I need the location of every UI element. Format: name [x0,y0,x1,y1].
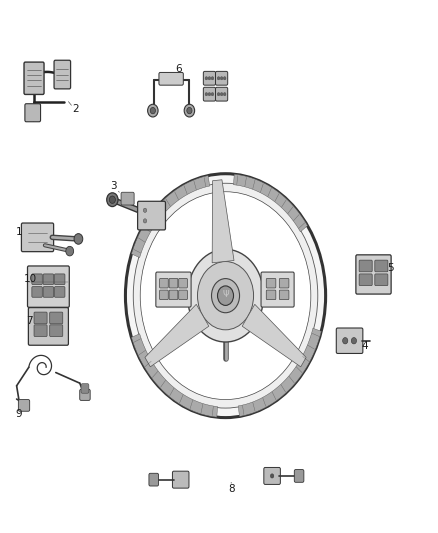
FancyBboxPatch shape [203,71,215,85]
Circle shape [351,337,357,344]
Text: 6: 6 [176,64,182,74]
Circle shape [220,77,223,80]
Circle shape [198,262,254,330]
FancyBboxPatch shape [215,87,228,101]
FancyBboxPatch shape [359,260,372,272]
FancyBboxPatch shape [54,287,65,297]
FancyBboxPatch shape [264,467,280,484]
Circle shape [140,192,311,400]
Circle shape [150,108,155,114]
FancyBboxPatch shape [34,325,47,336]
FancyBboxPatch shape [121,192,134,205]
FancyBboxPatch shape [32,274,42,285]
FancyBboxPatch shape [375,260,388,272]
FancyBboxPatch shape [215,71,228,85]
Circle shape [187,249,264,342]
Circle shape [148,104,158,117]
Text: 2: 2 [72,104,79,114]
FancyBboxPatch shape [28,308,68,345]
Circle shape [212,279,240,313]
FancyBboxPatch shape [24,62,44,94]
FancyBboxPatch shape [28,266,69,308]
Text: 7: 7 [26,316,32,326]
FancyBboxPatch shape [279,290,289,300]
FancyBboxPatch shape [294,470,304,482]
Circle shape [343,337,348,344]
Circle shape [217,77,220,80]
FancyBboxPatch shape [49,312,63,324]
FancyBboxPatch shape [279,278,289,288]
FancyBboxPatch shape [138,201,166,230]
FancyBboxPatch shape [159,290,168,300]
Text: 3: 3 [110,181,117,191]
FancyBboxPatch shape [43,287,53,297]
Circle shape [187,108,192,114]
Polygon shape [242,304,306,367]
Polygon shape [131,334,218,417]
FancyBboxPatch shape [149,473,159,486]
Circle shape [110,196,116,204]
FancyBboxPatch shape [266,278,276,288]
Text: Ψ: Ψ [222,290,229,299]
FancyBboxPatch shape [21,223,53,252]
FancyBboxPatch shape [156,272,191,307]
FancyBboxPatch shape [359,274,372,286]
FancyBboxPatch shape [34,312,47,324]
FancyBboxPatch shape [32,287,42,297]
Circle shape [208,77,211,80]
Circle shape [211,93,214,96]
Circle shape [143,219,147,223]
Text: 1: 1 [15,227,22,237]
Text: 10: 10 [24,274,37,284]
Circle shape [205,93,208,96]
FancyBboxPatch shape [261,272,294,307]
Circle shape [211,77,214,80]
FancyBboxPatch shape [203,87,215,101]
FancyBboxPatch shape [266,290,276,300]
FancyBboxPatch shape [54,60,71,89]
Circle shape [184,104,194,117]
Polygon shape [131,175,210,257]
FancyBboxPatch shape [375,274,388,286]
FancyBboxPatch shape [43,274,53,285]
Circle shape [107,193,118,207]
Polygon shape [233,174,307,232]
FancyBboxPatch shape [173,471,189,488]
Circle shape [270,474,274,478]
Circle shape [125,174,325,418]
Circle shape [133,183,318,408]
FancyBboxPatch shape [54,274,65,285]
Polygon shape [212,180,234,263]
Circle shape [143,208,147,213]
Circle shape [220,93,223,96]
Circle shape [208,93,211,96]
Polygon shape [145,304,209,367]
FancyBboxPatch shape [159,72,184,85]
Text: 8: 8 [228,484,234,494]
FancyBboxPatch shape [336,328,363,353]
Circle shape [66,246,74,256]
Circle shape [218,286,233,305]
FancyBboxPatch shape [81,384,89,393]
FancyBboxPatch shape [179,278,187,288]
Circle shape [217,93,220,96]
Circle shape [223,77,226,80]
Circle shape [223,93,226,96]
Polygon shape [238,328,321,416]
FancyBboxPatch shape [169,290,178,300]
Text: 9: 9 [15,409,22,419]
Circle shape [74,233,83,244]
Text: 5: 5 [387,263,393,272]
FancyBboxPatch shape [80,389,90,400]
FancyBboxPatch shape [169,278,178,288]
FancyBboxPatch shape [49,325,63,336]
FancyBboxPatch shape [18,400,30,411]
Circle shape [205,77,208,80]
FancyBboxPatch shape [159,278,168,288]
FancyBboxPatch shape [179,290,187,300]
Text: 4: 4 [361,341,368,351]
FancyBboxPatch shape [25,104,41,122]
FancyBboxPatch shape [356,255,391,294]
